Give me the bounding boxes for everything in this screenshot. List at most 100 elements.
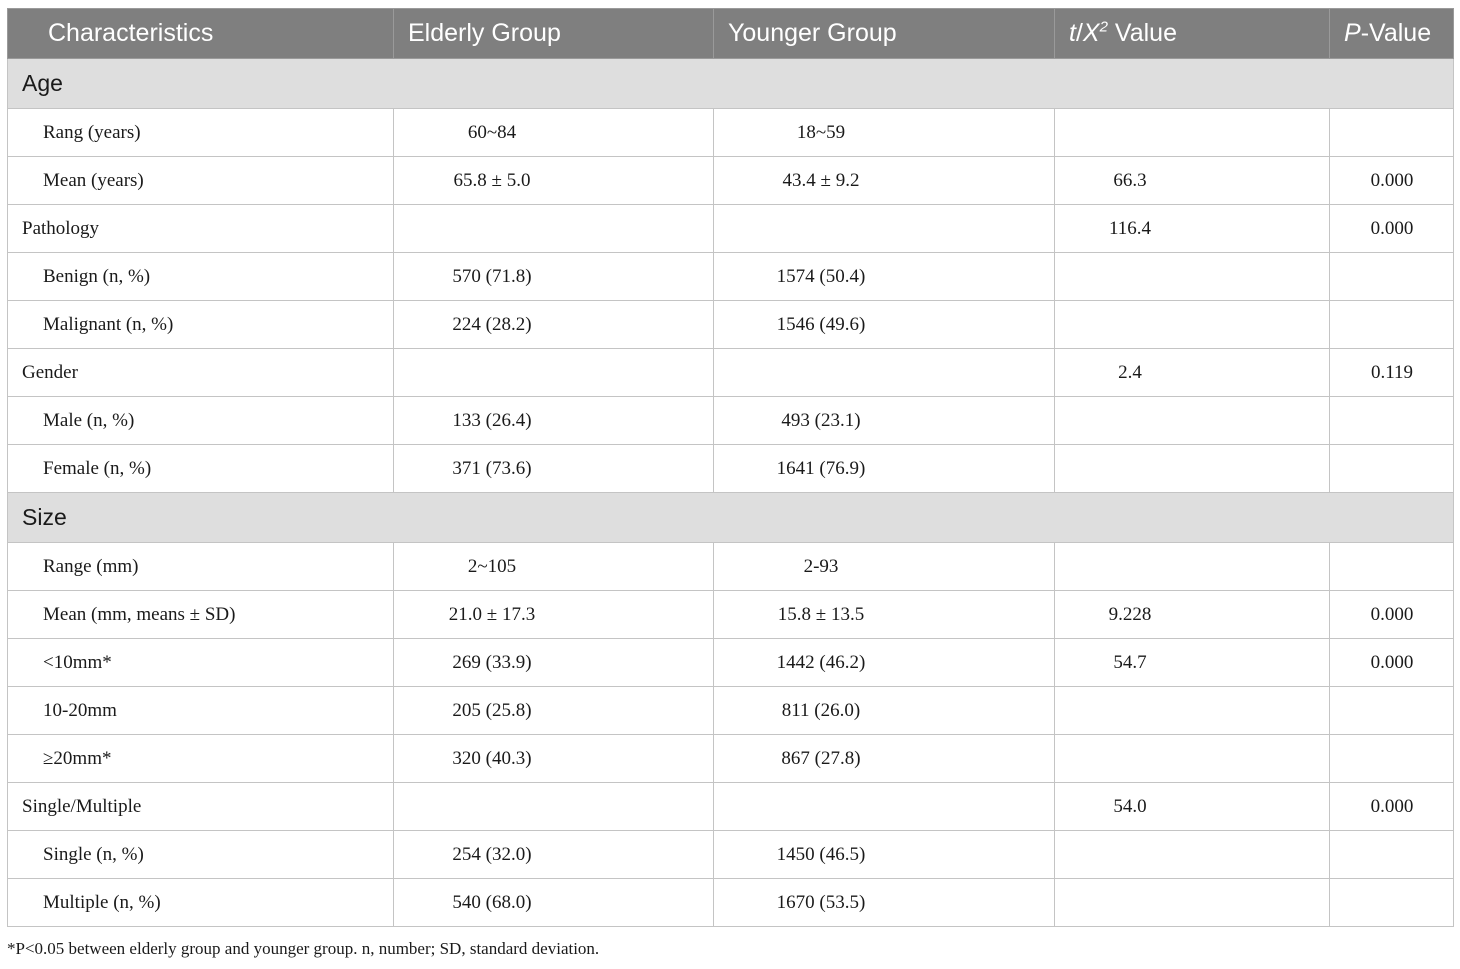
elderly-value: 254 (32.0) — [393, 830, 714, 879]
row-label: Male (n, %) — [7, 396, 394, 445]
table-row: 10-20mm 205 (25.8) 811 (26.0) — [7, 686, 1454, 735]
younger-value-text: 1546 (49.6) — [776, 313, 866, 335]
p-value-text: 0.119 — [1370, 361, 1414, 383]
p-value-text: 0.000 — [1370, 651, 1414, 673]
table-row: Mean (mm, means ± SD) 21.0 ± 17.3 15.8 ± 1… — [7, 590, 1454, 639]
p-value — [1329, 300, 1454, 349]
elderly-value-text: 540 (68.0) — [452, 891, 532, 913]
elderly-value: 320 (40.3) — [393, 734, 714, 783]
header-younger-group: Younger Group — [713, 8, 1055, 59]
table-row: Single (n, %) 254 (32.0) 1450 (46.5) — [7, 830, 1454, 879]
table-row: Range (mm) 2~105 2-93 — [7, 542, 1454, 591]
table-row: Gender 2.4 0.119 — [7, 348, 1454, 397]
test-statistic-value-text: 54.7 — [1113, 651, 1147, 673]
header-characteristics: Characteristics — [7, 8, 394, 59]
younger-value: 15.8 ± 13.5 — [713, 590, 1055, 639]
younger-value-text: 867 (27.8) — [781, 747, 861, 769]
younger-value-text: 18~59 — [796, 121, 846, 143]
row-label: ≥20mm* — [7, 734, 394, 783]
younger-value-text: 493 (23.1) — [781, 409, 861, 431]
younger-value-text: 1670 (53.5) — [776, 891, 866, 913]
elderly-value-text: 254 (32.0) — [452, 843, 532, 865]
elderly-value — [393, 204, 714, 253]
test-statistic-value — [1054, 396, 1330, 445]
table-row: Male (n, %) 133 (26.4) 493 (23.1) — [7, 396, 1454, 445]
row-label: Malignant (n, %) — [7, 300, 394, 349]
elderly-value: 570 (71.8) — [393, 252, 714, 301]
row-label: Pathology — [7, 204, 394, 253]
p-value: 0.000 — [1329, 638, 1454, 687]
elderly-value: 21.0 ± 17.3 — [393, 590, 714, 639]
test-statistic-value-text: 66.3 — [1113, 169, 1147, 191]
p-value-text: 0.000 — [1370, 169, 1414, 191]
p-value-text: 0.000 — [1370, 795, 1414, 817]
test-statistic-value-text: 9.228 — [1108, 603, 1152, 625]
p-value — [1329, 734, 1454, 783]
test-statistic-value-text: 54.0 — [1113, 795, 1147, 817]
header-p-value: P-Value — [1329, 8, 1454, 59]
row-label: Mean (mm, means ± SD) — [7, 590, 394, 639]
elderly-value: 540 (68.0) — [393, 878, 714, 927]
elderly-value: 371 (73.6) — [393, 444, 714, 493]
table-row: Pathology 116.4 0.000 — [7, 204, 1454, 253]
test-statistic-value — [1054, 830, 1330, 879]
header-elderly-group: Elderly Group — [393, 8, 714, 59]
elderly-value-text: 570 (71.8) — [452, 265, 532, 287]
p-value: 0.119 — [1329, 348, 1454, 397]
younger-value: 1641 (76.9) — [713, 444, 1055, 493]
header-stat-x: X — [1082, 19, 1100, 47]
elderly-value: 2~105 — [393, 542, 714, 591]
test-statistic-value-text: 2.4 — [1118, 361, 1142, 383]
p-value — [1329, 686, 1454, 735]
row-label: 10-20mm — [7, 686, 394, 735]
row-label: Rang (years) — [7, 108, 394, 157]
elderly-value-text: 65.8 ± 5.0 — [453, 169, 531, 191]
elderly-value: 133 (26.4) — [393, 396, 714, 445]
elderly-value-text: 21.0 ± 17.3 — [448, 603, 536, 625]
p-value: 0.000 — [1329, 156, 1454, 205]
p-value: 0.000 — [1329, 590, 1454, 639]
elderly-value-text: 320 (40.3) — [452, 747, 532, 769]
younger-value: 493 (23.1) — [713, 396, 1055, 445]
elderly-value: 205 (25.8) — [393, 686, 714, 735]
elderly-value-text: 269 (33.9) — [452, 651, 532, 673]
younger-value: 1546 (49.6) — [713, 300, 1055, 349]
table-row: <10mm* 269 (33.9) 1442 (46.2) 54.7 0.000 — [7, 638, 1454, 687]
younger-value — [713, 782, 1055, 831]
test-statistic-value-text: 116.4 — [1108, 217, 1152, 239]
header-test-statistic: t/X2 Value — [1054, 8, 1330, 59]
test-statistic-value — [1054, 444, 1330, 493]
table-row: Malignant (n, %) 224 (28.2) 1546 (49.6) — [7, 300, 1454, 349]
row-label: Single (n, %) — [7, 830, 394, 879]
table-row: Multiple (n, %) 540 (68.0) 1670 (53.5) — [7, 878, 1454, 927]
test-statistic-value — [1054, 108, 1330, 157]
p-value — [1329, 108, 1454, 157]
header-stat-value: Value — [1107, 19, 1177, 47]
elderly-value-text: 2~105 — [467, 555, 517, 577]
test-statistic-value — [1054, 252, 1330, 301]
test-statistic-value: 9.228 — [1054, 590, 1330, 639]
header-stat-t: t — [1069, 19, 1076, 47]
elderly-value-text: 371 (73.6) — [452, 457, 532, 479]
row-label: Range (mm) — [7, 542, 394, 591]
p-value — [1329, 878, 1454, 927]
table-row: Female (n, %) 371 (73.6) 1641 (76.9) — [7, 444, 1454, 493]
test-statistic-value: 66.3 — [1054, 156, 1330, 205]
elderly-value-text: 224 (28.2) — [452, 313, 532, 335]
test-statistic-value: 2.4 — [1054, 348, 1330, 397]
elderly-value: 65.8 ± 5.0 — [393, 156, 714, 205]
table-header-row: Characteristics Elderly Group Younger Gr… — [7, 8, 1454, 59]
p-value — [1329, 252, 1454, 301]
test-statistic-value — [1054, 542, 1330, 591]
elderly-value — [393, 348, 714, 397]
test-statistic-value: 116.4 — [1054, 204, 1330, 253]
p-value: 0.000 — [1329, 204, 1454, 253]
p-value — [1329, 542, 1454, 591]
section-row: Age — [7, 58, 1454, 109]
elderly-value: 224 (28.2) — [393, 300, 714, 349]
elderly-value: 269 (33.9) — [393, 638, 714, 687]
younger-value: 1670 (53.5) — [713, 878, 1055, 927]
table-row: Single/Multiple 54.0 0.000 — [7, 782, 1454, 831]
section-title: Age — [7, 58, 1454, 109]
table-row: Rang (years) 60~84 18~59 — [7, 108, 1454, 157]
